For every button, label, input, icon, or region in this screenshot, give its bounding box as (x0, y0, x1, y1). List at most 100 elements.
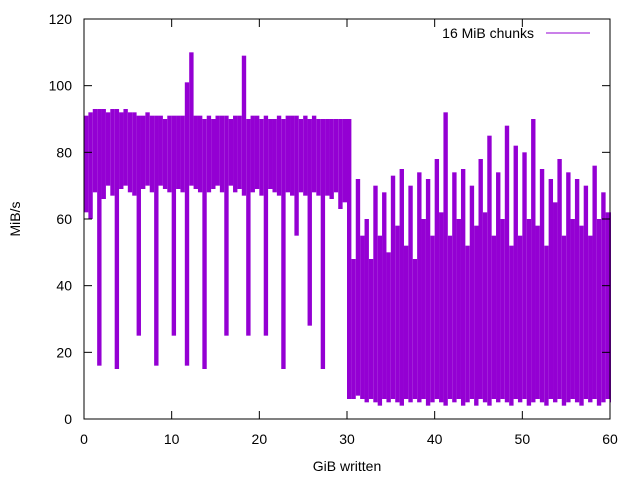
data-band (368, 259, 374, 399)
data-band (373, 185, 378, 403)
data-band (329, 119, 334, 199)
data-band (496, 172, 501, 403)
data-band (482, 212, 488, 403)
data-band (526, 219, 532, 406)
data-band (241, 55, 247, 196)
x-tick-label: 30 (339, 431, 355, 447)
data-band (228, 119, 234, 186)
data-band (110, 109, 115, 196)
data-band (474, 225, 479, 406)
data-band (500, 219, 505, 399)
data-band (447, 235, 453, 399)
x-tick-label: 60 (602, 431, 618, 447)
data-band (158, 115, 163, 186)
data-band (583, 185, 589, 399)
x-tick-label: 40 (427, 431, 443, 447)
data-band (364, 219, 369, 403)
data-band (456, 219, 461, 399)
data-band (263, 115, 269, 336)
data-band (553, 202, 558, 403)
data-band (491, 235, 497, 399)
x-tick-label: 50 (515, 431, 531, 447)
y-tick-label: 100 (49, 78, 73, 94)
y-tick-label: 60 (56, 211, 72, 227)
data-band (211, 119, 216, 189)
y-axis-title: MiB/s (7, 202, 23, 237)
data-band (539, 169, 545, 403)
data-band (197, 115, 203, 193)
data-band (377, 235, 383, 406)
data-band (517, 235, 523, 403)
data-band (430, 235, 435, 403)
data-band (233, 115, 238, 193)
data-band (259, 119, 264, 196)
data-band (355, 179, 361, 396)
x-tick-label: 10 (164, 431, 180, 447)
y-tick-label: 40 (56, 278, 72, 294)
data-band (465, 245, 470, 403)
data-band (338, 119, 343, 209)
data-band (399, 169, 404, 406)
data-band (307, 119, 312, 326)
data-band (254, 115, 260, 189)
data-band (224, 115, 229, 336)
data-band (561, 235, 567, 406)
data-band (193, 115, 198, 189)
data-band (535, 225, 540, 399)
data-band (246, 119, 251, 336)
data-band (127, 112, 133, 193)
data-band (382, 192, 387, 399)
data-band (548, 179, 554, 399)
data-band (272, 119, 277, 193)
x-tick-label: 20 (252, 431, 268, 447)
data-band (531, 119, 536, 403)
data-band (206, 115, 212, 193)
data-band (417, 172, 422, 403)
data-band (509, 245, 514, 406)
data-band (294, 115, 299, 236)
y-tick-label: 20 (56, 344, 72, 360)
data-band (421, 219, 426, 399)
data-band (504, 125, 510, 403)
data-band (574, 179, 580, 403)
data-band (219, 115, 225, 193)
data-band (145, 112, 150, 186)
legend: 16 MiB chunks (442, 25, 590, 41)
y-tick-label: 80 (56, 144, 72, 160)
data-band (303, 115, 308, 196)
data-band (154, 115, 159, 366)
data-band (268, 119, 273, 189)
x-axis-title: GiB written (313, 458, 381, 474)
data-band (412, 259, 418, 399)
data-band (105, 112, 111, 186)
data-band (522, 152, 527, 399)
data-band (320, 119, 326, 369)
data-band (114, 109, 120, 369)
data-band (237, 115, 242, 189)
data-band (167, 115, 172, 193)
data-band (570, 219, 575, 399)
data-band (123, 109, 128, 186)
data-band (342, 119, 347, 203)
data-band (215, 115, 220, 186)
data-band (566, 172, 571, 403)
data-band (395, 225, 400, 403)
data-band (439, 212, 444, 403)
data-band (434, 159, 440, 399)
data-band (97, 109, 102, 366)
data-band (276, 115, 282, 196)
y-tick-label: 0 (64, 411, 72, 427)
data-band (325, 119, 330, 196)
data-band (425, 179, 431, 406)
data-band (513, 145, 518, 399)
data-band (132, 112, 137, 196)
data-band (162, 119, 168, 189)
data-band (478, 159, 483, 399)
data-band (171, 115, 177, 336)
data-band (189, 52, 194, 186)
data-band (592, 165, 597, 399)
data-band (92, 109, 98, 193)
data-band (311, 115, 317, 193)
data-band (281, 119, 286, 369)
